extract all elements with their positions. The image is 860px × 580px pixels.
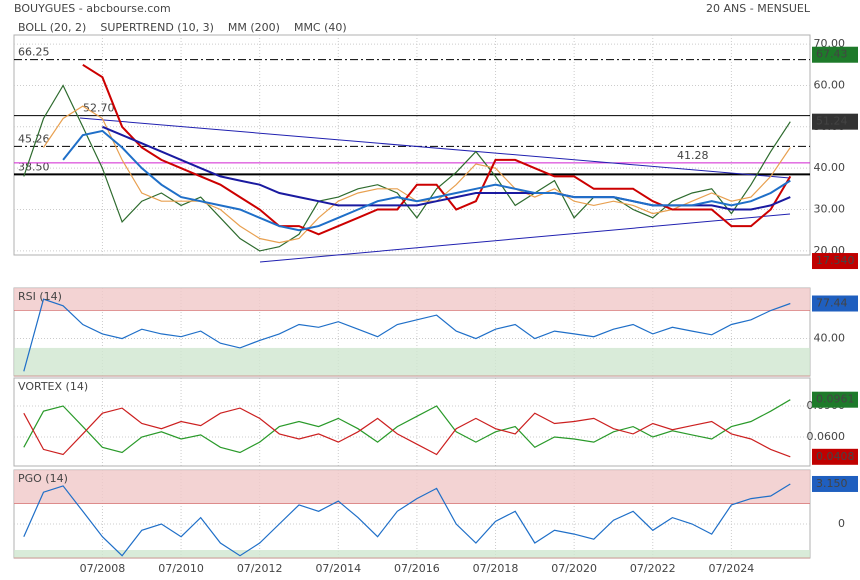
trend-line	[259, 213, 791, 263]
value-box-label: 51.24	[816, 115, 848, 128]
panel-title: PGO (14)	[18, 472, 68, 485]
trend-line	[79, 117, 791, 179]
panel-frame	[13, 377, 811, 467]
zone	[14, 347, 810, 376]
panel-title: VORTEX (14)	[18, 380, 88, 393]
legend-entry: MM (200)	[228, 21, 280, 34]
zone	[14, 470, 810, 504]
zone	[14, 550, 810, 558]
value-box	[812, 253, 858, 270]
value-box	[812, 46, 858, 63]
chart-title: BOUYGUES - abcbourse.com	[14, 2, 171, 15]
x-tick-label: 07/2020	[551, 562, 597, 575]
value-box-label: 77.44	[816, 297, 848, 310]
value-box-label: 3.150	[816, 477, 848, 490]
legend-entry: MMC (40)	[294, 21, 347, 34]
level-label: 45.26	[18, 132, 50, 145]
y-tick-label: 30.00	[814, 203, 846, 216]
level-label: 66.25	[18, 46, 50, 59]
legend-entry: BOLL (20, 2)	[18, 21, 86, 34]
series-line	[23, 298, 791, 372]
series-line	[62, 129, 791, 232]
legend-entry: SUPERTREND (10, 3)	[100, 21, 214, 34]
value-box	[812, 295, 858, 312]
series-line	[23, 407, 791, 458]
value-box-label: 0.0408	[816, 450, 855, 463]
x-tick-label: 07/2012	[237, 562, 283, 575]
y-tick-label: 40.00	[814, 332, 846, 345]
value-box	[812, 448, 858, 465]
value-box-label: 0.0961	[816, 393, 855, 406]
series-line	[82, 63, 792, 236]
value-box-label: 17.540	[816, 254, 855, 267]
y-tick-label: 0.0600	[807, 430, 846, 443]
level-label: 38.50	[18, 160, 50, 173]
x-tick-label: 07/2016	[394, 562, 440, 575]
level-label: 52.70	[83, 102, 115, 115]
value-box	[812, 391, 858, 408]
y-tick-label: 40.00	[814, 161, 846, 174]
y-tick-label: 0	[838, 517, 845, 530]
chart-subtitle: 20 ANS - MENSUEL	[706, 2, 811, 15]
series-line	[23, 483, 791, 557]
x-tick-label: 07/2022	[630, 562, 676, 575]
x-tick-label: 07/2018	[473, 562, 519, 575]
series-line	[23, 399, 791, 454]
panel-frame	[13, 34, 811, 256]
y-tick-label: 60.00	[814, 78, 846, 91]
value-box	[812, 113, 858, 130]
value-box-label: 67.43	[816, 48, 848, 61]
x-tick-label: 07/2010	[158, 562, 204, 575]
x-tick-label: 07/2014	[315, 562, 361, 575]
zone	[14, 288, 810, 311]
panel-title: RSI (14)	[18, 290, 62, 303]
x-tick-label: 07/2024	[709, 562, 755, 575]
x-tick-label: 07/2008	[80, 562, 126, 575]
level-label: 41.28	[677, 149, 709, 162]
value-box	[812, 475, 858, 492]
